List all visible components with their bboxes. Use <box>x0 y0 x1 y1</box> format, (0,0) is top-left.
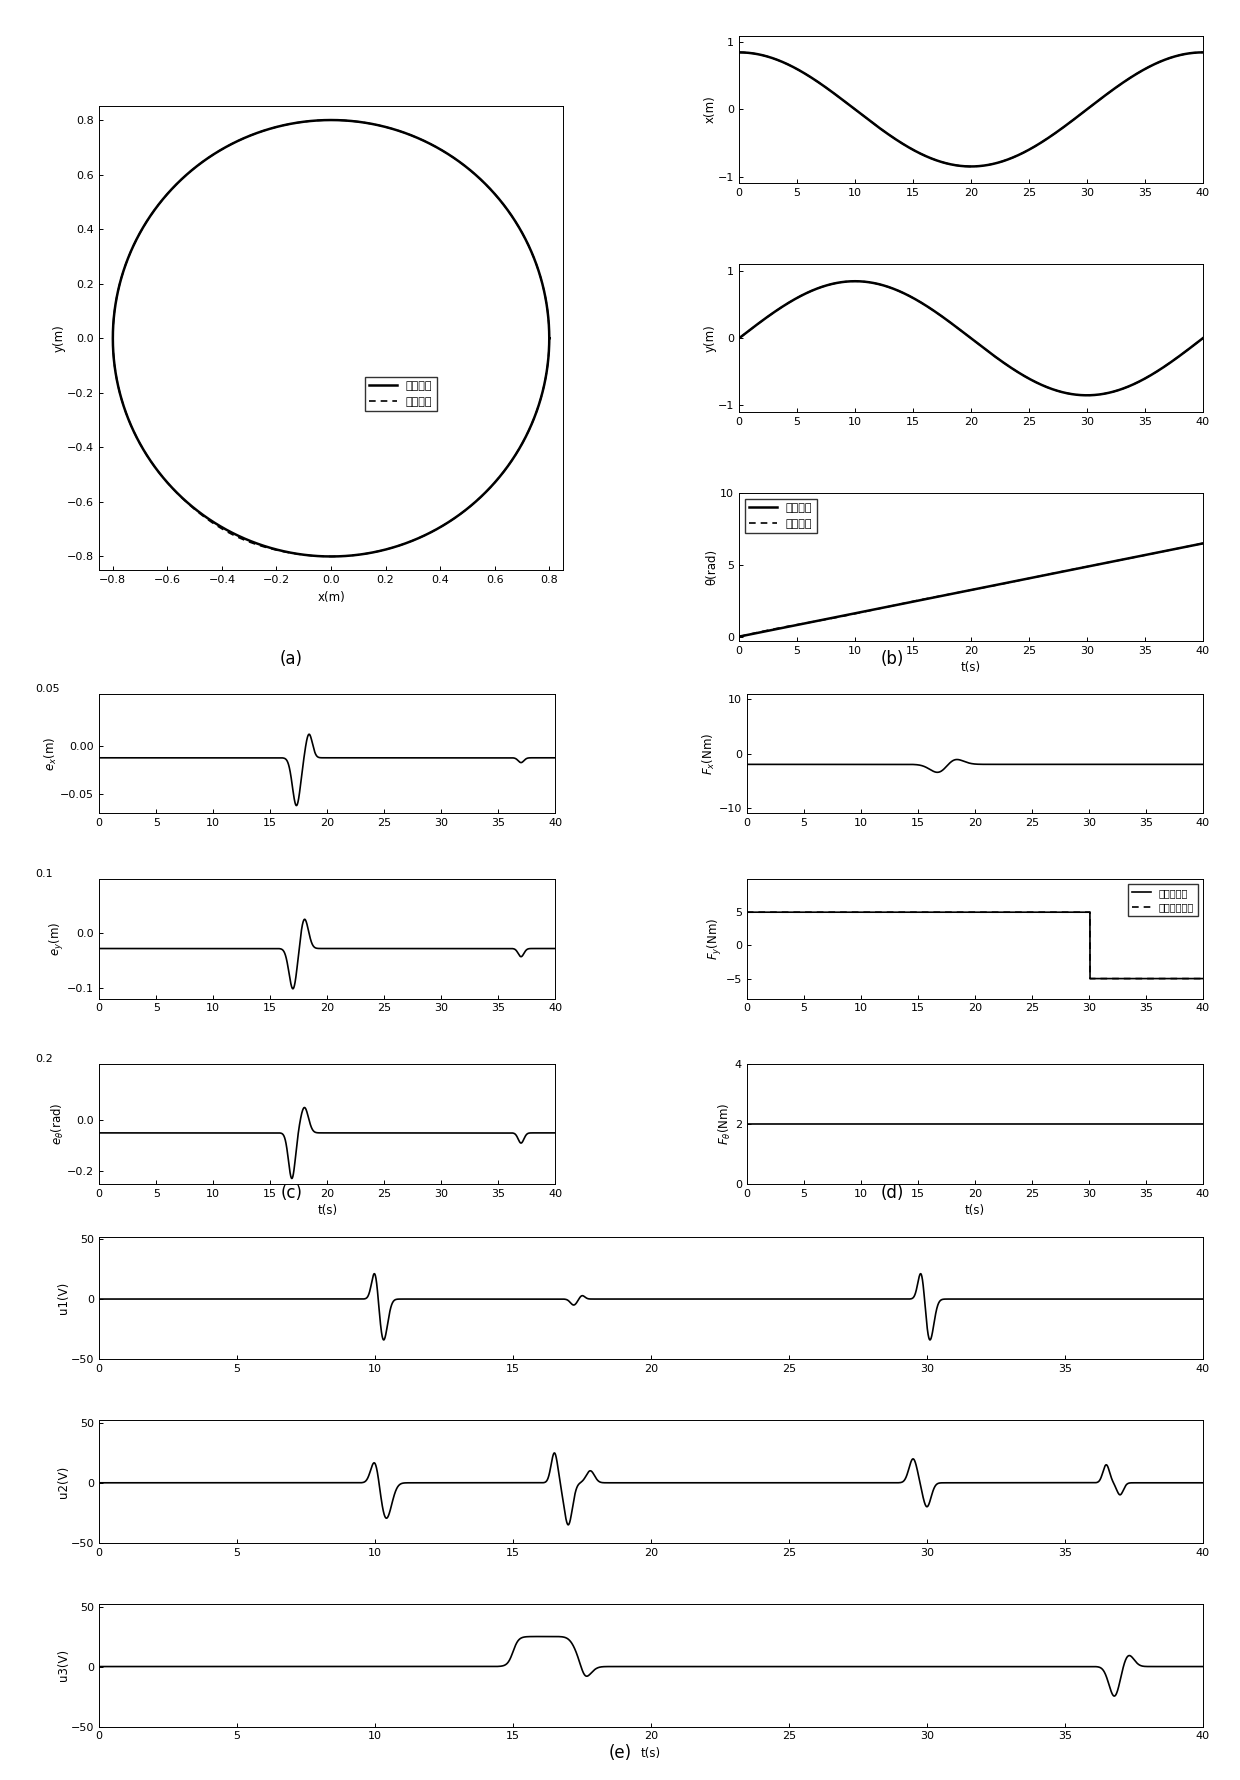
实际拆动値 <box>1009 901 1024 922</box>
实际拆动値 <box>1078 901 1092 922</box>
实际拆动値 <box>1102 968 1117 990</box>
X-axis label: t(s): t(s) <box>317 1203 337 1218</box>
观测器估计値 <box>739 901 754 922</box>
观测器估计値 <box>1009 901 1024 922</box>
X-axis label: x(m): x(m) <box>317 591 345 603</box>
实际拆动値 <box>1029 901 1044 922</box>
Line: 观测器估计値: 观测器估计値 <box>746 911 1203 979</box>
Y-axis label: u1(V): u1(V) <box>57 1282 69 1314</box>
实际拆动値 <box>904 901 919 922</box>
Text: (c): (c) <box>280 1184 303 1202</box>
Text: (e): (e) <box>609 1744 631 1762</box>
观测器估计値 <box>904 901 919 922</box>
Text: 0.2: 0.2 <box>36 1054 53 1064</box>
Y-axis label: y(m): y(m) <box>53 324 66 352</box>
观测器估计値 <box>1078 901 1092 922</box>
X-axis label: t(s): t(s) <box>961 662 981 675</box>
实际拆动値 <box>1195 968 1210 990</box>
Y-axis label: u2(V): u2(V) <box>57 1465 69 1497</box>
Line: 实际拆动値: 实际拆动値 <box>746 911 1203 979</box>
Legend: 参考轨迹, 实际轨迹: 参考轨迹, 实际轨迹 <box>745 498 817 534</box>
Text: 0.05: 0.05 <box>36 684 60 694</box>
Y-axis label: $e_y$(m): $e_y$(m) <box>48 922 66 956</box>
Legend: 实际拆动値, 观测器估计値: 实际拆动値, 观测器估计値 <box>1127 885 1198 917</box>
Text: (a): (a) <box>280 650 303 668</box>
观测器估计値 <box>763 901 777 922</box>
Y-axis label: y(m): y(m) <box>703 324 717 352</box>
Y-axis label: $e_x$(m): $e_x$(m) <box>43 737 60 771</box>
实际拆动値 <box>1083 968 1097 990</box>
Legend: 参考轨迹, 实际轨迹: 参考轨迹, 实际轨迹 <box>365 377 436 411</box>
观测器估计値 <box>1195 968 1210 990</box>
观测器估计値 <box>1029 901 1044 922</box>
Y-axis label: u3(V): u3(V) <box>57 1650 69 1682</box>
Y-axis label: x(m): x(m) <box>703 96 717 123</box>
观测器估计値 <box>1102 968 1117 990</box>
实际拆动値 <box>739 901 754 922</box>
Y-axis label: θ(rad): θ(rad) <box>706 548 719 586</box>
观测器估计値 <box>1083 968 1097 990</box>
Y-axis label: $F_y$(Nm): $F_y$(Nm) <box>706 917 724 959</box>
实际拆动値 <box>763 901 777 922</box>
Text: (d): (d) <box>882 1184 904 1202</box>
Text: (b): (b) <box>882 650 904 668</box>
X-axis label: t(s): t(s) <box>965 1203 985 1218</box>
Y-axis label: $F_\theta$(Nm): $F_\theta$(Nm) <box>717 1102 733 1145</box>
Text: 0.1: 0.1 <box>36 869 53 879</box>
X-axis label: t(s): t(s) <box>641 1746 661 1760</box>
Y-axis label: $F_x$(Nm): $F_x$(Nm) <box>701 732 717 774</box>
Y-axis label: $e_\theta$(rad): $e_\theta$(rad) <box>50 1104 66 1145</box>
